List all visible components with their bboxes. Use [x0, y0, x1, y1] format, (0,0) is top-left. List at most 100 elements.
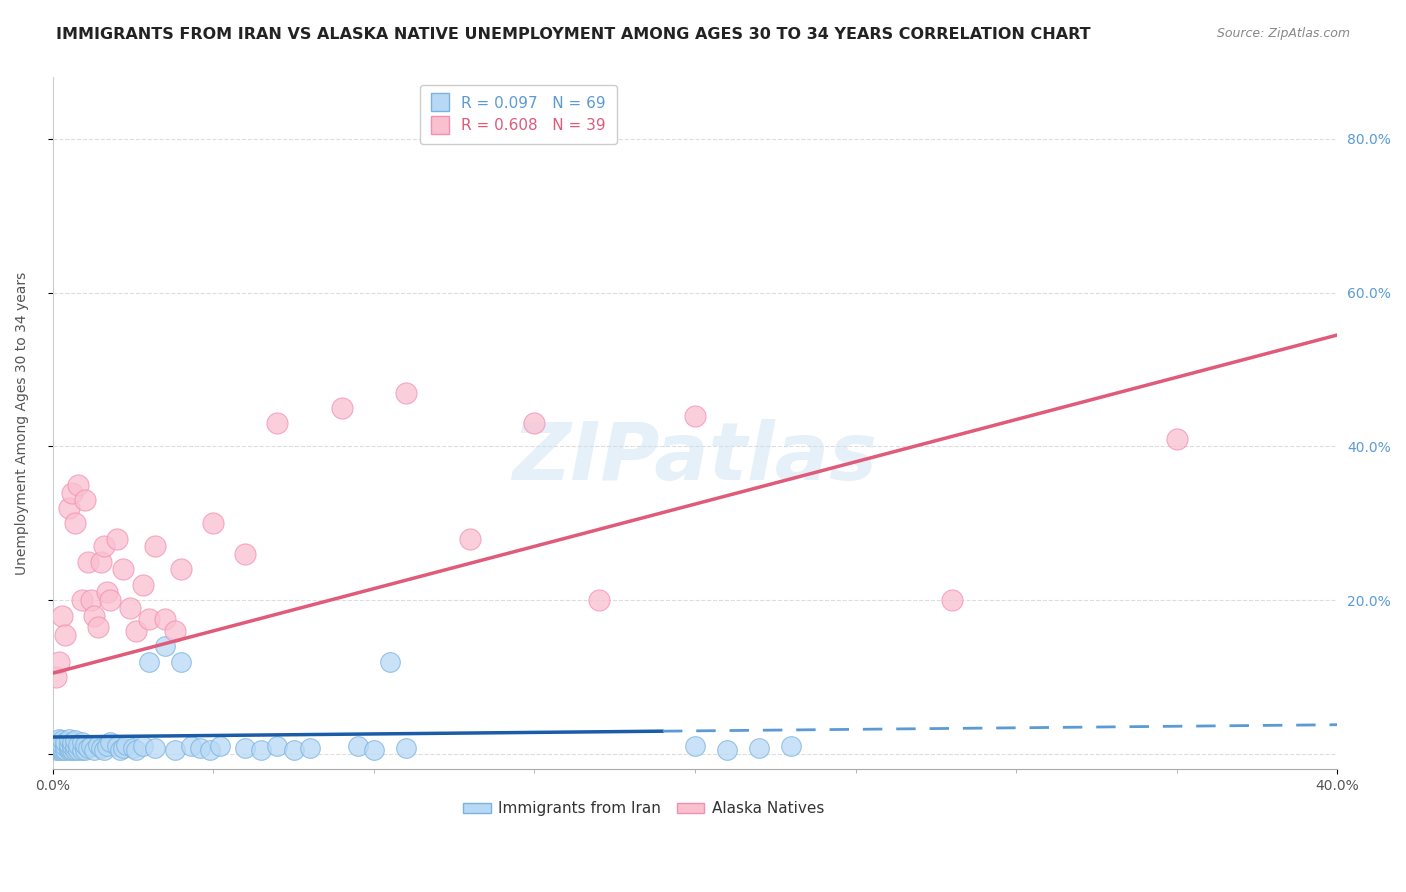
Point: [96, 585, 118, 599]
Point: [170, 562, 193, 576]
Point: [346, 739, 368, 754]
Point: [86, 620, 108, 634]
Point: [250, 743, 273, 757]
Point: [48, 743, 70, 757]
Y-axis label: Unemployment Among Ages 30 to 34 years: Unemployment Among Ages 30 to 34 years: [15, 272, 30, 575]
Point: [138, 612, 160, 626]
Point: [100, 735, 122, 749]
Point: [73, 493, 96, 508]
Text: IMMIGRANTS FROM IRAN VS ALASKA NATIVE UNEMPLOYMENT AMONG AGES 30 TO 34 YEARS COR: IMMIGRANTS FROM IRAN VS ALASKA NATIVE UN…: [56, 27, 1091, 42]
Point: [208, 739, 231, 754]
Point: [51, 608, 73, 623]
Point: [108, 743, 131, 757]
Point: [58, 731, 80, 746]
Point: [58, 743, 80, 757]
Point: [233, 740, 256, 755]
Point: [60, 485, 83, 500]
Point: [51, 733, 73, 747]
Point: [58, 500, 80, 515]
Point: [73, 738, 96, 752]
Point: [77, 555, 100, 569]
Point: [55, 739, 77, 754]
Point: [83, 743, 105, 757]
Point: [60, 735, 83, 749]
Legend: Immigrants from Iran, Alaska Natives: Immigrants from Iran, Alaska Natives: [456, 794, 832, 824]
Point: [93, 743, 115, 757]
Point: [48, 735, 70, 749]
Point: [63, 733, 86, 747]
Point: [67, 743, 90, 757]
Point: [523, 417, 546, 431]
Point: [45, 739, 67, 754]
Point: [48, 740, 70, 755]
Point: [63, 516, 86, 531]
Point: [588, 593, 610, 607]
Point: [83, 608, 105, 623]
Point: [163, 743, 186, 757]
Point: [51, 740, 73, 755]
Point: [45, 743, 67, 757]
Point: [45, 738, 67, 752]
Point: [48, 739, 70, 754]
Point: [51, 738, 73, 752]
Point: [180, 739, 202, 754]
Point: [96, 739, 118, 754]
Text: ZIPatlas: ZIPatlas: [513, 419, 877, 497]
Point: [55, 628, 77, 642]
Point: [45, 740, 67, 755]
Point: [145, 740, 167, 755]
Point: [1166, 432, 1188, 446]
Point: [378, 655, 401, 669]
Point: [153, 640, 176, 654]
Point: [283, 743, 305, 757]
Point: [145, 540, 167, 554]
Point: [80, 739, 103, 754]
Point: [67, 738, 90, 752]
Point: [198, 743, 221, 757]
Point: [266, 417, 288, 431]
Point: [266, 739, 288, 754]
Point: [138, 655, 160, 669]
Point: [202, 516, 225, 531]
Point: [90, 555, 112, 569]
Point: [131, 739, 153, 754]
Point: [51, 743, 73, 757]
Point: [73, 743, 96, 757]
Point: [86, 738, 108, 752]
Point: [58, 740, 80, 755]
Point: [115, 738, 138, 752]
Point: [458, 532, 481, 546]
Point: [70, 593, 93, 607]
Point: [363, 743, 385, 757]
Point: [780, 739, 803, 754]
Point: [170, 655, 193, 669]
Point: [70, 735, 93, 749]
Point: [122, 740, 145, 755]
Point: [298, 740, 321, 755]
Point: [125, 624, 148, 638]
Point: [112, 562, 135, 576]
Point: [683, 409, 706, 423]
Point: [395, 385, 418, 400]
Point: [395, 740, 418, 755]
Point: [63, 739, 86, 754]
Point: [190, 740, 212, 755]
Point: [80, 593, 103, 607]
Point: [105, 739, 128, 754]
Point: [125, 743, 148, 757]
Point: [105, 532, 128, 546]
Point: [131, 578, 153, 592]
Point: [45, 670, 67, 684]
Point: [118, 600, 141, 615]
Point: [63, 743, 86, 757]
Point: [163, 624, 186, 638]
Point: [77, 740, 100, 755]
Point: [683, 739, 706, 754]
Point: [60, 743, 83, 757]
Point: [60, 739, 83, 754]
Point: [90, 740, 112, 755]
Point: [233, 547, 256, 561]
Point: [48, 655, 70, 669]
Point: [55, 735, 77, 749]
Point: [70, 743, 93, 757]
